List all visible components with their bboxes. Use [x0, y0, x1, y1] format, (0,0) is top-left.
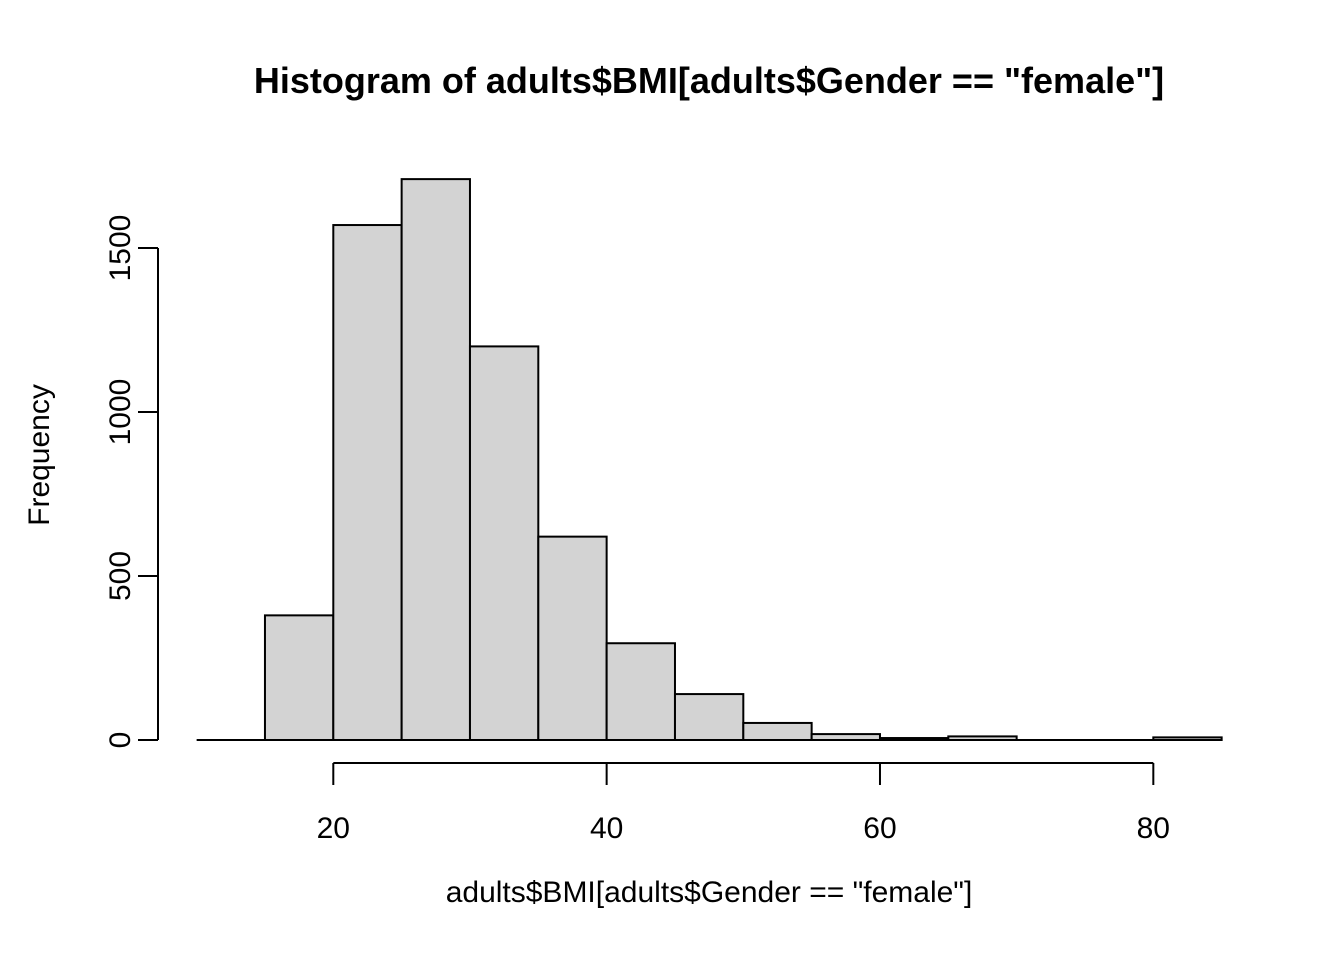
- x-tick-label: 80: [1137, 812, 1170, 845]
- y-tick-label: 0: [104, 732, 137, 749]
- histogram-bar: [673, 693, 745, 742]
- x-tick-label: 40: [590, 812, 623, 845]
- y-tick-label: 1500: [104, 215, 137, 282]
- histogram-bar: [332, 224, 403, 742]
- histogram-bar: [263, 614, 335, 741]
- histogram-bar: [605, 642, 676, 741]
- y-tick-label: 500: [104, 551, 137, 601]
- x-axis-title: adults$BMI[adults$Gender == "female"]: [445, 876, 973, 909]
- x-tick-label: 20: [317, 812, 350, 845]
- histogram-bar: [878, 737, 950, 741]
- histogram-bar: [400, 178, 471, 741]
- chart-title: Histogram of adults$BMI[adults$Gender ==…: [253, 60, 1165, 101]
- x-tick-label: 60: [863, 812, 896, 845]
- y-tick-label: 1000: [104, 379, 137, 446]
- histogram-bar: [742, 721, 813, 741]
- y-axis-title: Frequency: [23, 384, 56, 526]
- histogram-bar: [537, 535, 608, 742]
- histogram-bar: [468, 345, 540, 741]
- histogram-bar: [810, 733, 881, 742]
- histogram-bar: [947, 735, 1018, 742]
- histogram-bar: [1152, 736, 1223, 741]
